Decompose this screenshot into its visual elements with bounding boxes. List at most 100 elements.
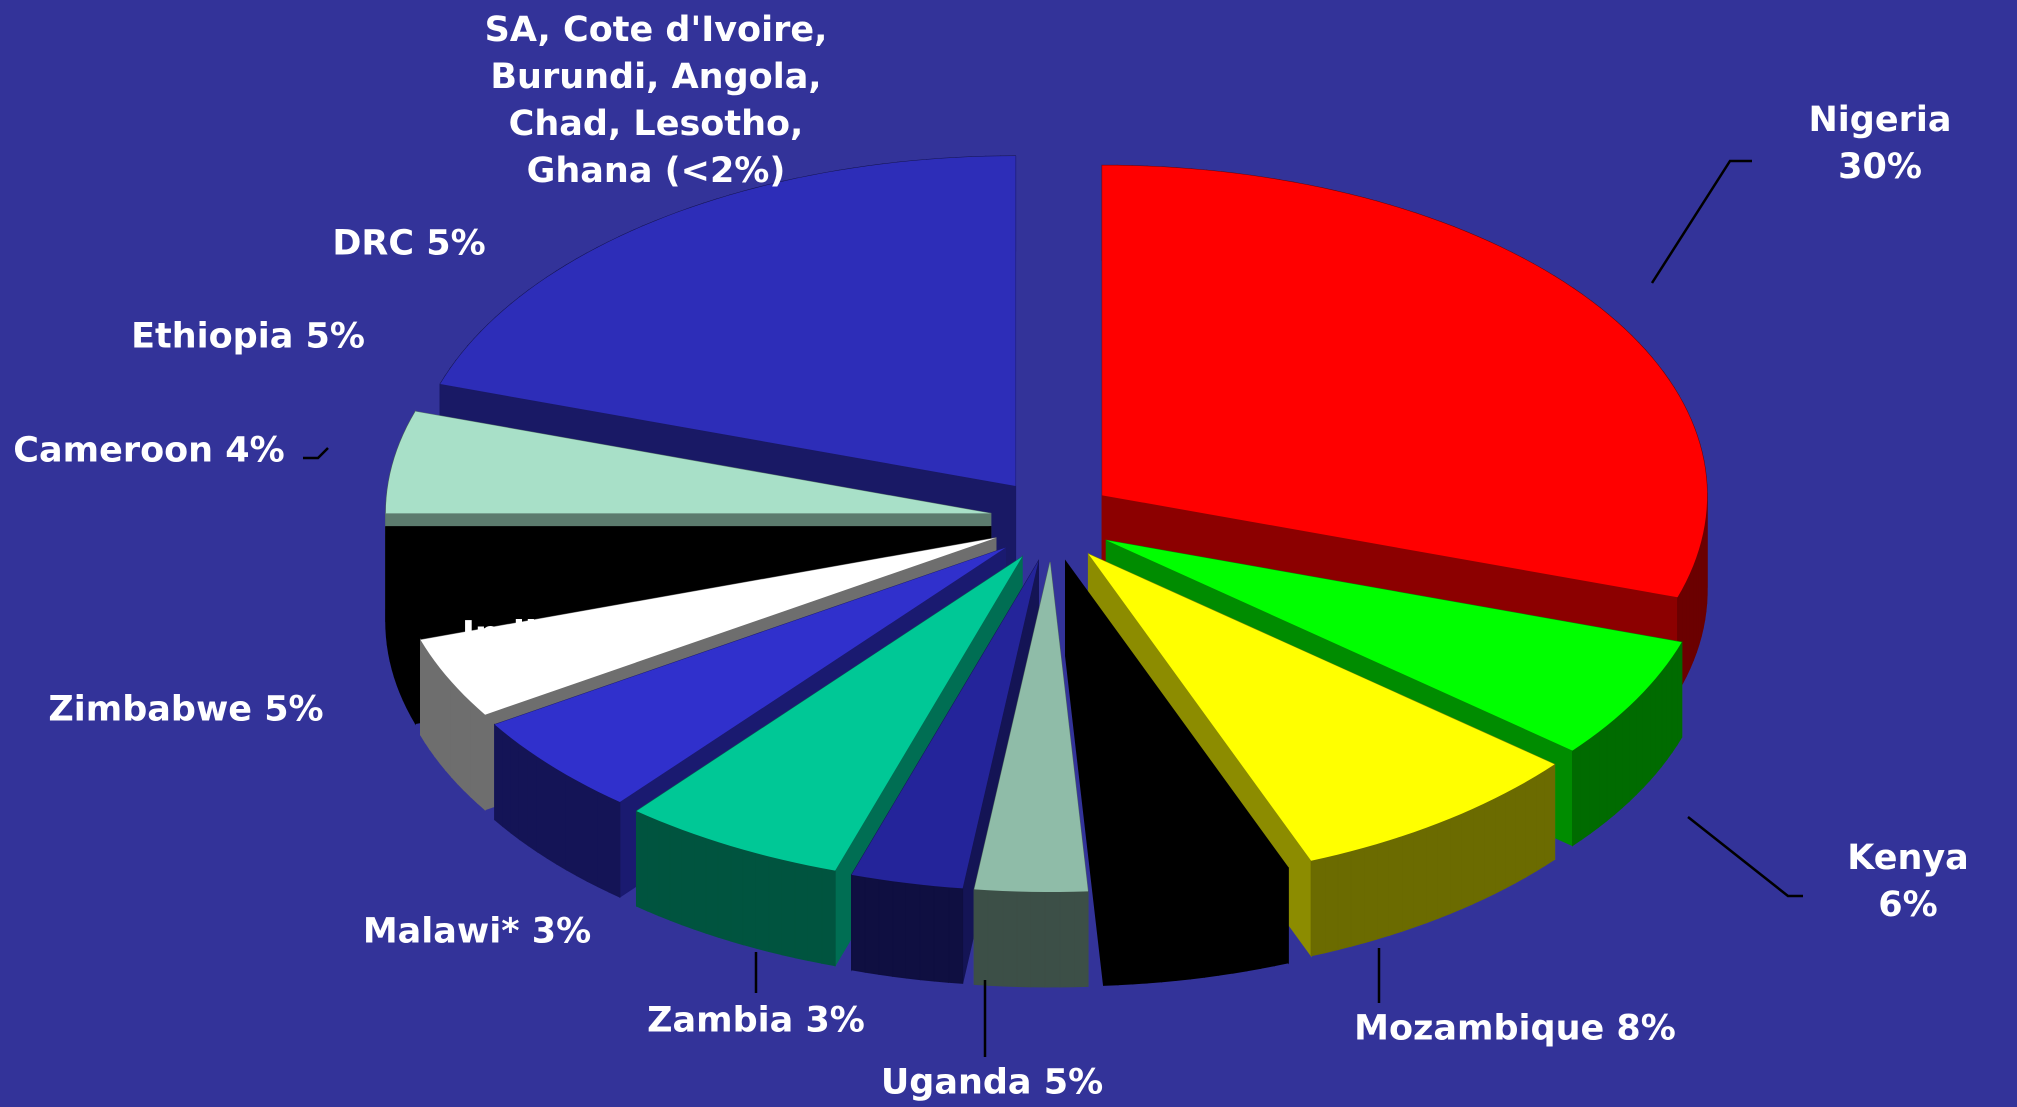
slice-side [1147, 887, 1161, 983]
slice-side [446, 675, 452, 777]
slice-side [1205, 880, 1219, 977]
slice-side [1581, 738, 1590, 839]
slice-side [1162, 885, 1176, 981]
slice-side [587, 786, 598, 886]
slice-side [1473, 804, 1484, 904]
slice-side [988, 890, 1002, 986]
slice-label: Cameroon 4% [13, 428, 284, 475]
slice-side [1536, 770, 1546, 871]
slice-side [1505, 788, 1515, 889]
slice-label: Mozambique 8% [1354, 1006, 1676, 1053]
slice-side [1017, 891, 1031, 986]
slice-side [1325, 855, 1338, 953]
slice-side [1615, 713, 1623, 815]
slice-side [718, 842, 730, 941]
slice-side [795, 863, 808, 961]
slice-side [598, 792, 609, 892]
slice-side [769, 856, 782, 954]
slice-label: Ethiopia 5% [131, 314, 365, 361]
slice-label: DRC 5% [332, 221, 485, 268]
slice-side [528, 751, 537, 852]
slice-side [670, 825, 682, 924]
slice-side [1426, 823, 1438, 922]
slice-side [1526, 776, 1536, 877]
slice-side [1247, 873, 1261, 970]
slice-side [1690, 566, 1693, 669]
slice-side [1516, 782, 1526, 883]
slice-side [659, 821, 670, 921]
slice-side [808, 866, 821, 964]
slice-label: Uganda 5% [881, 1060, 1103, 1107]
slice-side [511, 738, 520, 839]
slice-side [1599, 726, 1607, 827]
slice-side [1176, 884, 1190, 981]
slices [386, 156, 1707, 987]
slice-side [557, 769, 567, 870]
slice-side [430, 654, 435, 756]
slice-side [822, 868, 836, 965]
slice-side [1045, 892, 1059, 987]
slice-side [1450, 814, 1462, 914]
slice-label: Malawi* 3% [363, 909, 591, 956]
slice-side [782, 860, 795, 958]
slice-side [425, 647, 430, 749]
slice-side [1636, 692, 1643, 794]
slice-side [464, 695, 471, 797]
slice-side [1118, 889, 1133, 985]
slice-label: Kenya 6% [1847, 835, 1969, 929]
slice-side [1233, 876, 1247, 973]
slice-side [1133, 888, 1148, 984]
leader-line [1688, 817, 1803, 896]
slice-side [1677, 642, 1682, 744]
slice-side [1607, 719, 1615, 820]
slice-side [1629, 699, 1636, 801]
slice-side [421, 640, 425, 742]
slice-side [756, 853, 769, 951]
slice-side [1060, 892, 1074, 987]
slice-side [1590, 732, 1598, 833]
slice-side [1667, 657, 1672, 759]
slice-side [478, 708, 485, 809]
slice-label: Nigeria 30% [1809, 97, 1952, 191]
slice-side [1686, 574, 1690, 677]
slice-side [1572, 745, 1581, 846]
slice-side [636, 811, 647, 911]
slice-side [1074, 891, 1088, 986]
slice-side [458, 689, 464, 791]
slice-side [934, 886, 948, 982]
slice-side [440, 668, 446, 770]
slice-side [1377, 840, 1390, 939]
slice-side [1338, 851, 1351, 949]
slice-side [682, 830, 694, 929]
slice-side [1545, 764, 1554, 865]
slice-side [503, 731, 511, 833]
slice-side [1364, 844, 1377, 943]
slice-side [1672, 650, 1677, 752]
slice-side [1003, 891, 1017, 987]
slice-side [974, 889, 988, 985]
slice-side [893, 881, 907, 978]
slice-side [1662, 664, 1668, 766]
slice-label: India 6% [462, 612, 632, 659]
slice-side [879, 879, 893, 976]
slice-side [731, 846, 744, 945]
slice-side [906, 883, 920, 980]
slice-side [949, 887, 963, 983]
slice-side [1219, 878, 1233, 975]
slice-side [566, 775, 576, 876]
slice-side [1351, 848, 1364, 947]
slice-side [1622, 706, 1629, 808]
slice-label: SA, Cote d'Ivoire, Burundi, Angola, Chad… [485, 7, 828, 195]
slice-side [1190, 882, 1204, 979]
slice-side [920, 885, 934, 981]
slice-side [1656, 671, 1662, 773]
slice-side [1484, 799, 1495, 899]
slice-side [1389, 836, 1401, 935]
slice-side [495, 725, 503, 827]
slice-side [403, 606, 407, 709]
slice-side [1643, 685, 1649, 787]
slice-side [1275, 868, 1289, 966]
slice-side [1261, 871, 1275, 969]
